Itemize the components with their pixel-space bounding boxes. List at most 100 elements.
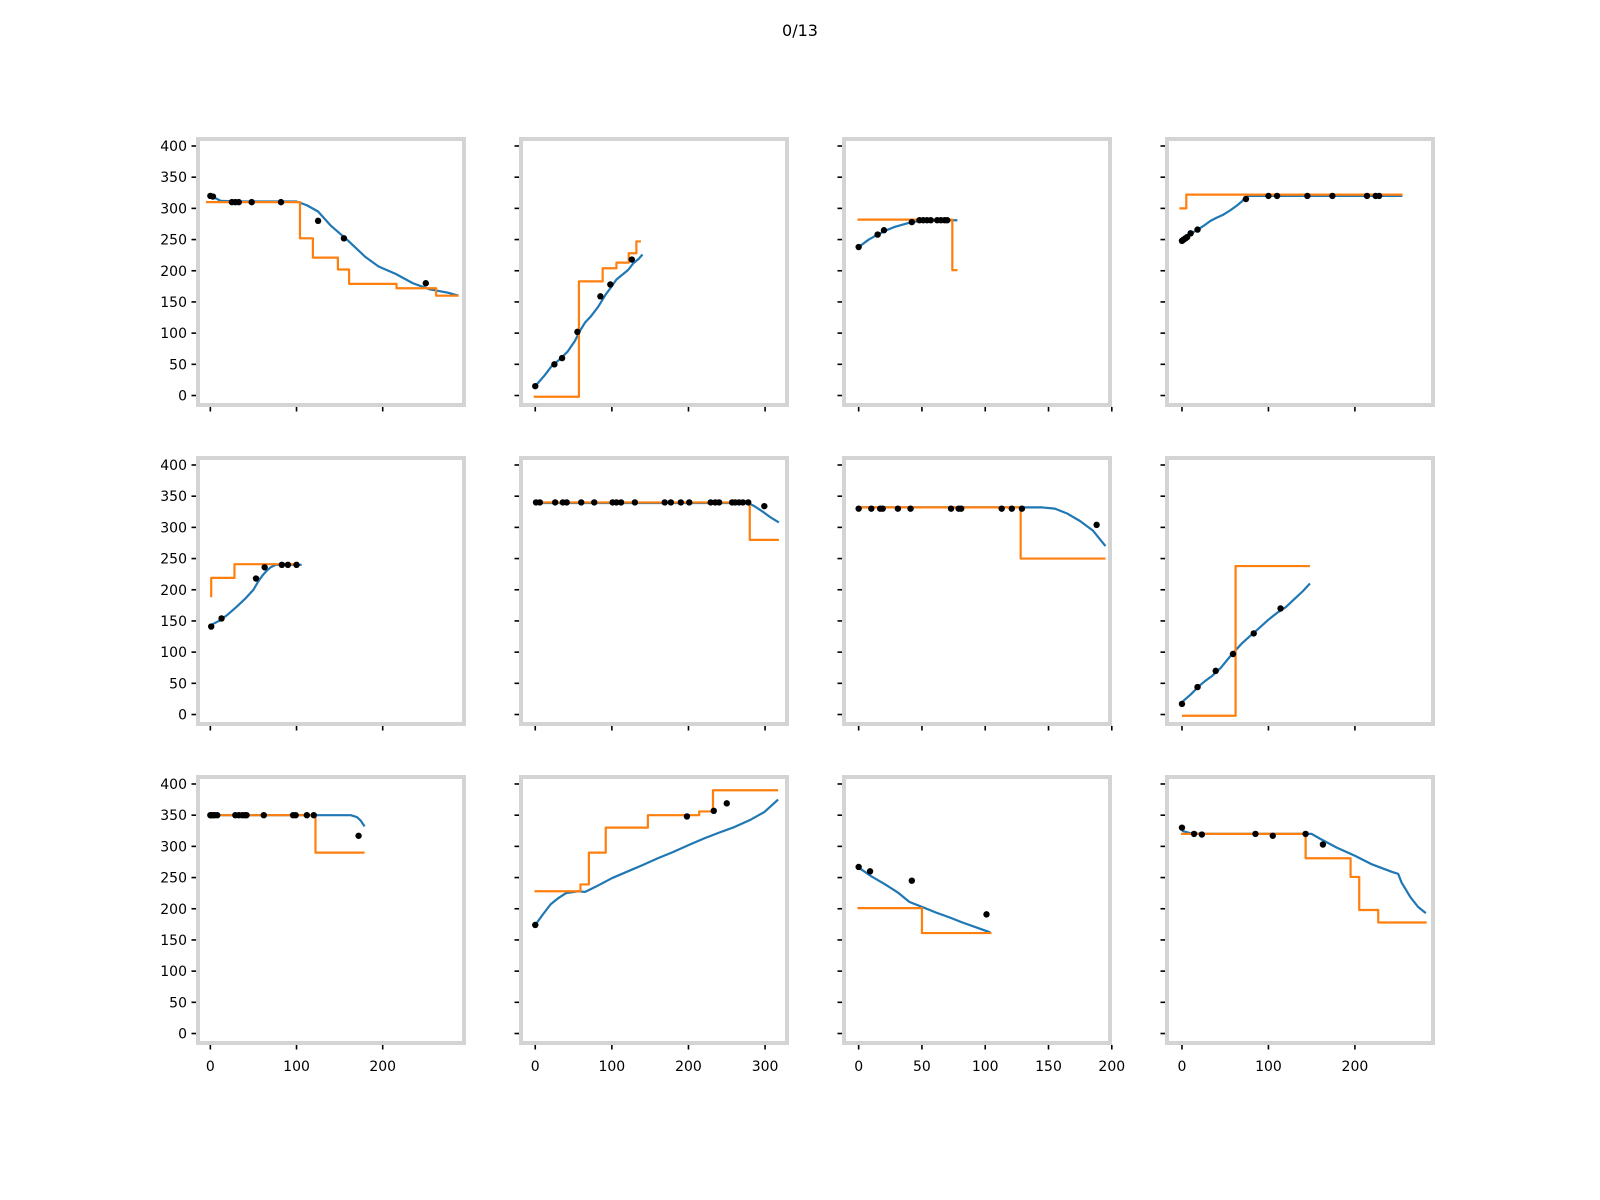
scatter-point — [261, 564, 268, 571]
y-tick-label: 150 — [160, 933, 187, 949]
scatter-point — [591, 499, 598, 506]
scatter-point — [880, 227, 888, 234]
plot-svg-r3c4: 0 100 200 — [1160, 775, 1435, 1075]
scatter-point — [355, 832, 362, 839]
y-tick-label: 400 — [160, 458, 187, 474]
x-tick-label: 0 — [531, 1059, 540, 1075]
scatter-point — [894, 505, 902, 512]
scatter-point — [661, 499, 668, 506]
scatter-point — [292, 811, 299, 819]
figure-title: 0/13 — [782, 21, 818, 40]
scatter-point — [303, 811, 311, 819]
scatter-point — [260, 811, 267, 819]
axes-frame — [519, 137, 789, 407]
y-tick-label: 400 — [160, 139, 187, 155]
axes-frame — [196, 456, 466, 726]
scatter-point — [1269, 832, 1276, 839]
scatter-point — [597, 293, 604, 300]
axes-frame — [842, 456, 1112, 726]
plot-svg-r2c2 — [514, 456, 789, 731]
scatter-point — [1302, 830, 1309, 838]
y-tick-label: 0 — [178, 389, 187, 405]
scatter-point — [1212, 667, 1219, 675]
scatter-point — [209, 193, 217, 200]
scatter-point — [617, 499, 625, 506]
x-tick-label: 200 — [1342, 1059, 1369, 1075]
x-tick-label: 200 — [675, 1059, 702, 1075]
orange-step — [857, 218, 958, 272]
scatter-point — [278, 561, 286, 568]
scatter-point — [574, 328, 581, 336]
y-tick-label: 150 — [160, 295, 187, 311]
scatter-point — [868, 505, 875, 512]
scatter-point — [1252, 830, 1259, 838]
scatter-point — [855, 243, 862, 251]
y-tick-label: 400 — [160, 777, 187, 793]
y-tick-label: 100 — [160, 964, 187, 980]
subplot-r3c3: 0 50 100 150 200 — [791, 769, 1125, 1089]
plot-svg-r2c4 — [1160, 456, 1435, 731]
y-tick-label: 200 — [160, 583, 187, 599]
scatter-point — [944, 217, 951, 224]
y-tick-label: 250 — [160, 552, 187, 568]
scatter-point — [536, 499, 544, 506]
axes-frame — [842, 137, 1112, 407]
scatter-point — [252, 575, 260, 582]
scatter-point — [532, 382, 539, 390]
scatter-point — [745, 499, 752, 506]
scatter-point — [532, 921, 539, 929]
plot-svg-r1c2 — [514, 137, 789, 412]
plot-svg-r1c1: 0 50 100 150 200 250 300 350 400 — [160, 137, 466, 412]
subplot-r3c2: 0 100 200 300 — [468, 769, 801, 1089]
scatter-point — [683, 813, 691, 820]
scatter-point — [1242, 195, 1250, 203]
scatter-point — [874, 231, 881, 238]
orange-step — [857, 907, 992, 935]
y-tick-label: 300 — [160, 520, 187, 536]
scatter-point — [340, 235, 348, 242]
blue-curve — [208, 193, 459, 297]
orange-step — [858, 506, 1106, 560]
plot-svg-r3c1: 0 50 100 150 200 250 300 350 400 0 100 200 — [160, 775, 466, 1075]
subplot-r3c1: 0 50 100 150 200 250 300 350 400 0 100 200 — [145, 769, 478, 1089]
scatter-point — [1194, 683, 1201, 691]
scatter-point — [1018, 505, 1026, 512]
orange-step — [1179, 193, 1403, 210]
orange-step — [1181, 832, 1427, 924]
blue-curve — [858, 506, 1107, 547]
scatter-point — [628, 256, 635, 263]
orange-step — [534, 789, 779, 893]
x-tick-label: 50 — [913, 1059, 931, 1075]
blue-curve — [534, 798, 779, 926]
scatter-point — [1178, 700, 1186, 708]
scatter-point — [631, 499, 639, 506]
scatter-point — [551, 499, 559, 506]
subplot-r2c3 — [791, 450, 1124, 770]
scatter-point — [1265, 192, 1272, 200]
x-tick-label: 100 — [1255, 1059, 1282, 1075]
y-tick-label: 200 — [160, 264, 187, 280]
scatter-point — [578, 499, 585, 506]
orange-step — [535, 501, 779, 541]
scatter-point — [723, 800, 730, 807]
x-tick-label: 200 — [369, 1059, 396, 1075]
scatter-point — [235, 198, 242, 206]
scatter-point — [551, 361, 558, 368]
subplot-r2c4 — [1114, 450, 1447, 770]
plot-svg-r2c3 — [837, 456, 1113, 731]
orange-step — [210, 814, 365, 854]
y-tick-label: 300 — [160, 839, 187, 855]
y-tick-label: 100 — [160, 645, 187, 661]
axes-frame — [842, 775, 1112, 1045]
scatter-point — [1250, 630, 1257, 637]
axes-frame — [1165, 456, 1435, 726]
x-tick-label: 0 — [854, 1059, 863, 1075]
axes-frame — [1165, 137, 1435, 407]
axes-frame — [196, 775, 466, 1045]
scatter-point — [1319, 841, 1327, 848]
scatter-point — [558, 354, 566, 362]
scatter-point — [563, 499, 570, 506]
subplot-r3c4: 0 100 200 — [1114, 769, 1447, 1089]
scatter-point — [248, 198, 255, 206]
